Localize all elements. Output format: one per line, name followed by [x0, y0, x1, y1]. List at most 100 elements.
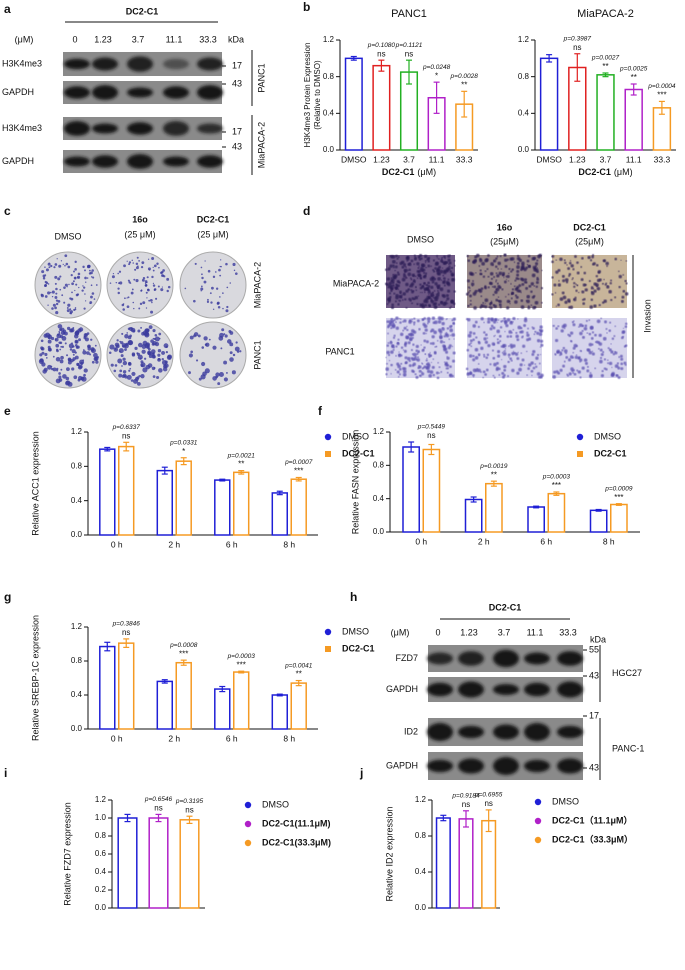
invaded-cell	[406, 328, 409, 332]
invaded-cell	[417, 366, 420, 370]
colony	[56, 369, 59, 372]
colony	[235, 341, 238, 344]
invaded-cell	[419, 303, 423, 307]
error-bar	[485, 809, 492, 833]
invaded-cell	[395, 295, 399, 300]
colony	[167, 285, 171, 289]
invaded-cell	[532, 350, 536, 354]
invaded-cell	[396, 370, 400, 374]
invaded-cell	[574, 296, 577, 299]
error-bar	[553, 491, 560, 496]
legend-label: DC2-C1(11.1μM)	[262, 818, 331, 828]
colony	[162, 269, 165, 272]
invaded-cell	[395, 262, 398, 264]
invaded-cell	[617, 366, 621, 370]
colony	[198, 377, 202, 381]
x-axis-label-bold: DC2-C1	[578, 167, 611, 177]
invaded-cell	[531, 256, 536, 261]
invaded-cell	[516, 262, 520, 265]
invaded-cell	[416, 356, 419, 359]
invaded-cell	[395, 254, 398, 258]
y-tick-label: 0.4	[518, 108, 530, 117]
invaded-cell	[501, 371, 505, 375]
colony	[222, 292, 224, 294]
colony	[190, 350, 193, 354]
legend-swatch	[534, 836, 542, 844]
invaded-cell	[420, 277, 423, 280]
colony	[122, 308, 125, 311]
x-tick-label: 1.23	[569, 154, 586, 164]
invaded-cell	[555, 327, 558, 330]
invaded-cell	[477, 325, 480, 328]
invaded-cell	[436, 257, 438, 259]
blot-band	[197, 123, 223, 134]
invaded-cell	[600, 352, 604, 357]
invaded-cell	[412, 330, 417, 334]
invaded-cell	[396, 257, 399, 260]
colony	[58, 332, 61, 334]
invaded-cell	[409, 277, 412, 279]
colony	[154, 336, 160, 342]
colony	[91, 269, 94, 272]
invaded-cell	[620, 336, 624, 340]
invaded-cell	[590, 290, 594, 294]
invaded-cell	[497, 350, 501, 354]
invaded-cell	[492, 356, 496, 360]
invaded-cell	[525, 286, 529, 290]
invaded-cell	[416, 353, 419, 356]
colony	[47, 283, 50, 285]
significance: *	[182, 447, 185, 456]
invaded-cell	[619, 354, 623, 358]
colony	[89, 269, 91, 272]
colony	[132, 262, 135, 264]
invaded-cell	[390, 373, 392, 375]
colony	[118, 373, 123, 378]
colony	[152, 282, 155, 284]
x-tick-label: 8 h	[603, 536, 615, 546]
legend-label: DC2-C1	[594, 448, 627, 458]
colony	[44, 352, 48, 357]
colony	[222, 307, 224, 310]
invaded-cell	[530, 369, 534, 373]
colony	[71, 342, 73, 345]
colony	[147, 363, 153, 368]
invaded-cell	[474, 259, 477, 262]
significance: ns	[185, 805, 193, 814]
invaded-cell	[509, 257, 513, 261]
colony	[90, 284, 93, 287]
invaded-cell	[595, 264, 599, 267]
colony	[123, 264, 126, 268]
invaded-cell	[410, 289, 413, 292]
condition-label: 16o	[132, 214, 148, 224]
invaded-cell	[389, 322, 393, 327]
invaded-cell	[443, 361, 446, 363]
colony	[74, 268, 77, 271]
invaded-cell	[443, 284, 446, 287]
colony	[40, 346, 44, 350]
colony	[67, 303, 71, 307]
invaded-cell	[388, 281, 393, 286]
colony	[224, 334, 228, 338]
blot-band	[493, 649, 519, 668]
invaded-cell	[426, 369, 431, 374]
invaded-cell	[620, 367, 624, 371]
invaded-cell	[430, 299, 435, 304]
colony	[54, 296, 58, 299]
colony	[71, 367, 75, 371]
invaded-cell	[452, 359, 456, 363]
colony	[90, 271, 93, 275]
colony	[152, 269, 155, 272]
colony	[109, 344, 115, 350]
y-tick-label: 0.0	[71, 724, 83, 733]
colony	[117, 291, 120, 295]
x-axis-label-bold: DC2-C1	[382, 167, 415, 177]
invaded-cell	[473, 306, 477, 310]
colony	[221, 328, 225, 332]
invaded-cell	[614, 296, 617, 299]
invaded-cell	[421, 362, 423, 364]
x-tick-label: 1.23	[373, 154, 390, 164]
invaded-cell	[446, 363, 450, 367]
invaded-cell	[425, 332, 427, 335]
colony	[166, 277, 170, 281]
invaded-cell	[478, 265, 481, 267]
